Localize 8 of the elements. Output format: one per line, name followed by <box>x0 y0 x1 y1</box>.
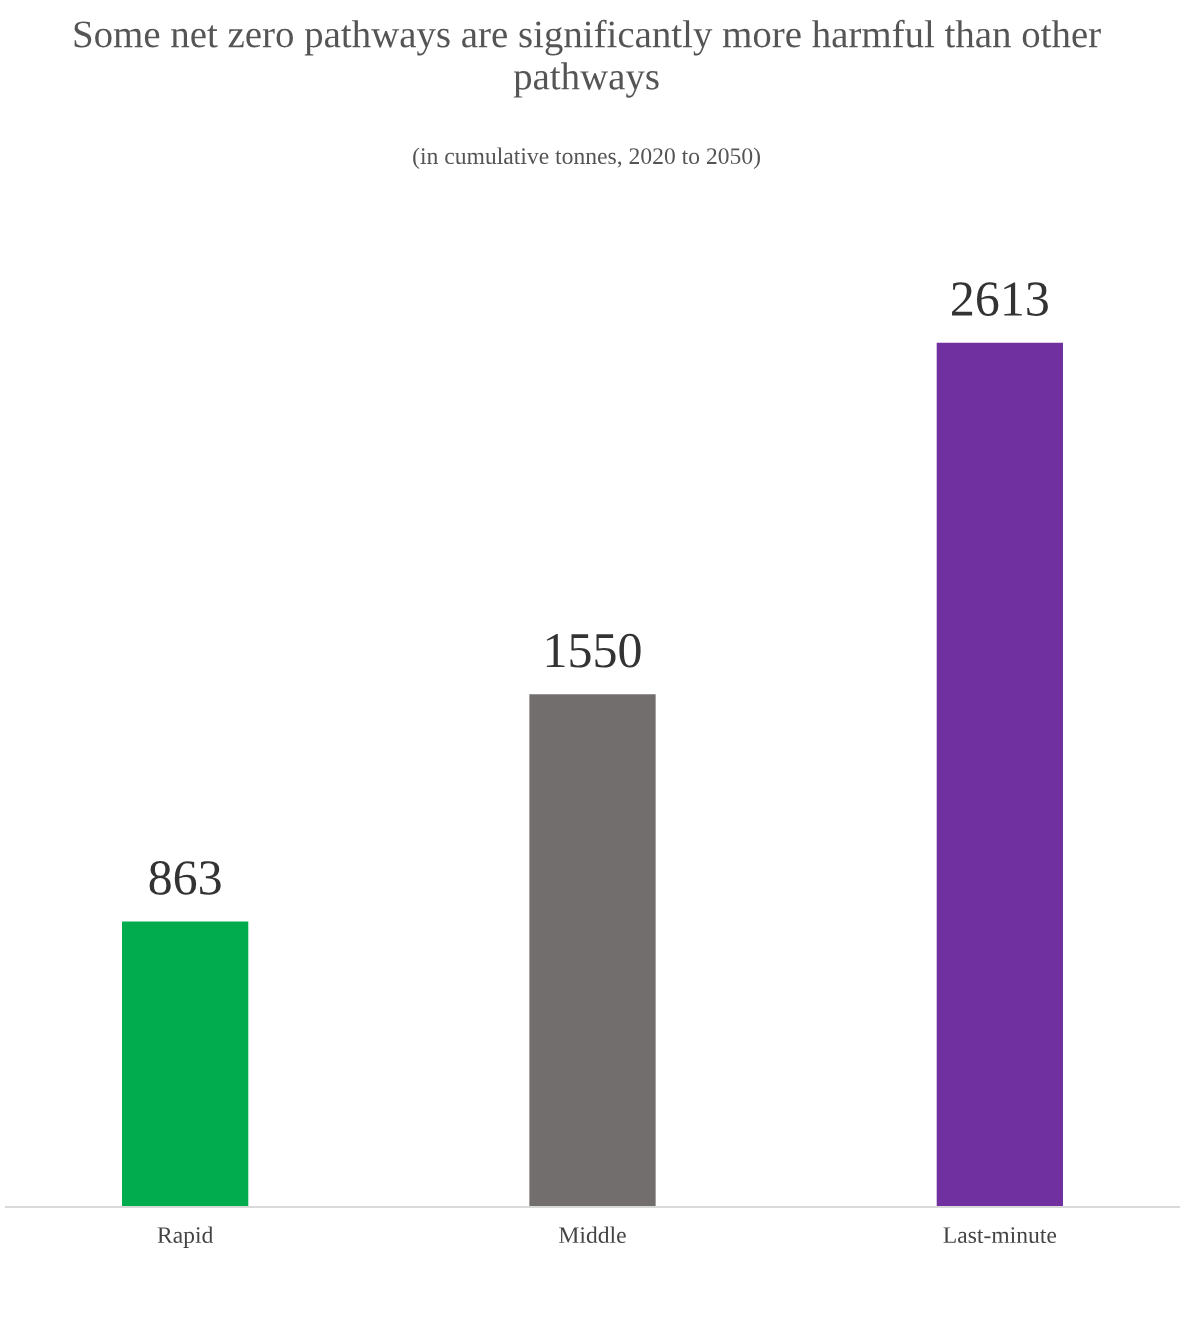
chart-subtitle: (in cumulative tonnes, 2020 to 2050) <box>413 147 760 169</box>
chart-title: Some net zero pathways are significantly more harmful than other pathways <box>74 19 1101 98</box>
x-tick-label: Middle <box>559 1226 626 1244</box>
x-tick-label: Last-minute <box>943 1227 1057 1244</box>
x-tick-label: Rapid <box>157 1226 214 1248</box>
data-label: 863 <box>149 861 221 895</box>
data-label: 2613 <box>952 282 1048 316</box>
data-label: 1550 <box>546 633 641 668</box>
